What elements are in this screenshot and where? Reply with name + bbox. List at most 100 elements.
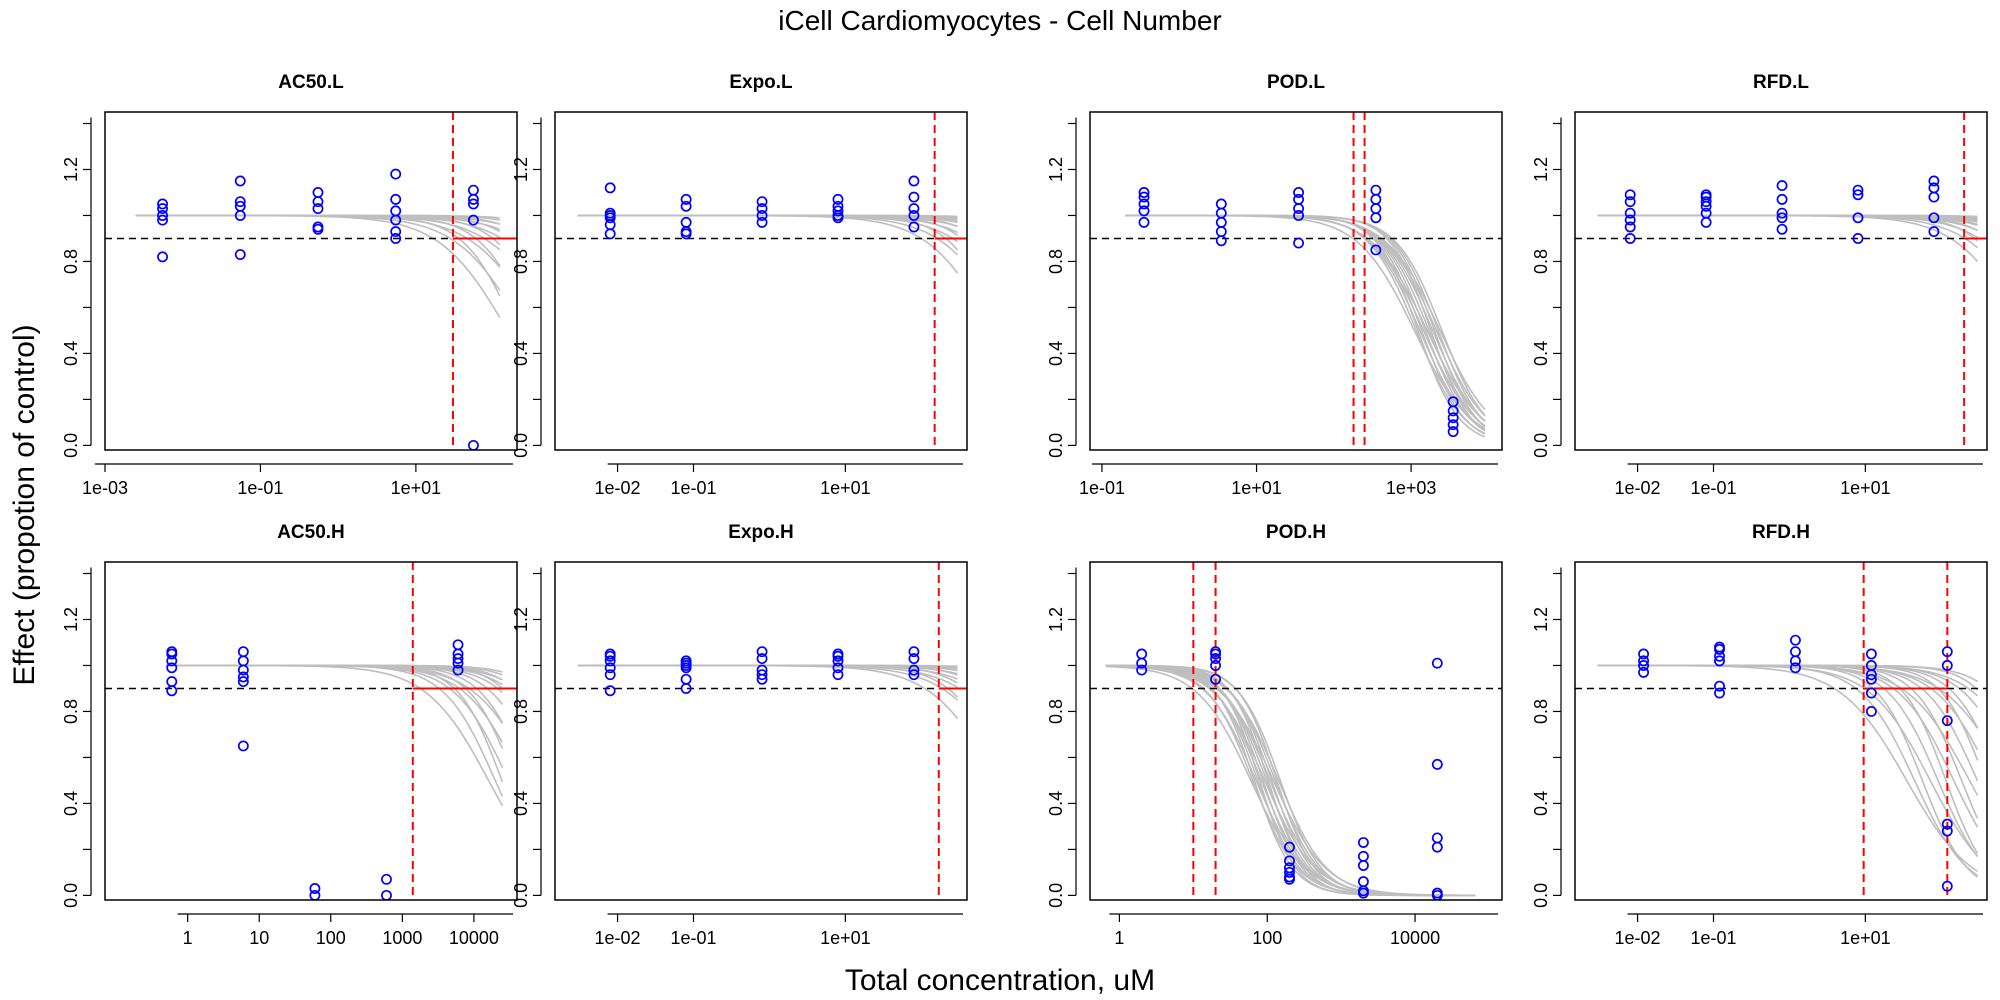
data-point xyxy=(1776,193,1788,205)
dose-response-curve xyxy=(1597,214,1978,218)
data-point xyxy=(1638,666,1650,678)
x-tick-label: 1e+01 xyxy=(820,478,871,498)
x-tick-label: 10000 xyxy=(449,928,499,948)
y-tick-label: 1.2 xyxy=(1046,607,1066,632)
data-point xyxy=(1714,641,1725,653)
dose-response-curve xyxy=(1125,214,1486,417)
data-point xyxy=(234,196,246,208)
data-point xyxy=(234,249,246,261)
dose-response-curve xyxy=(1597,664,1978,877)
data-point xyxy=(1370,193,1382,205)
y-tick-label: 1.2 xyxy=(1531,607,1551,632)
x-tick-label: 1e+01 xyxy=(1840,928,1891,948)
x-tick-label: 1e-02 xyxy=(1615,928,1661,948)
data-point xyxy=(467,439,479,450)
panel-pod-h: POD.H 0.0 0.4 0.8 1.2 1 100 10000 xyxy=(1046,522,1503,948)
data-point xyxy=(1284,866,1295,878)
x-tick-label: 1 xyxy=(1114,928,1124,948)
dose-response-curve xyxy=(1597,664,1979,854)
data-point xyxy=(908,653,920,665)
data-point xyxy=(1941,660,1953,671)
data-point xyxy=(1714,655,1725,667)
x-tick-label: 1e-01 xyxy=(1079,478,1125,498)
data-point xyxy=(166,662,178,674)
data-point xyxy=(237,671,249,683)
data-point xyxy=(1447,419,1459,431)
y-tick-label: 0.4 xyxy=(61,341,81,366)
data-point xyxy=(832,662,844,674)
x-tick-label: 1e+03 xyxy=(1386,478,1437,498)
data-point xyxy=(237,676,249,688)
x-tick-label: 1e-02 xyxy=(595,478,641,498)
x-tick-label: 1000 xyxy=(382,928,422,948)
data-point xyxy=(234,200,246,212)
data-point xyxy=(467,184,479,196)
data-point xyxy=(1136,664,1148,676)
data-point xyxy=(390,233,402,244)
data-point xyxy=(680,655,692,667)
plot-area xyxy=(105,112,517,450)
plot-area xyxy=(1090,112,1502,450)
dose-response-curve xyxy=(577,214,959,256)
data-point xyxy=(237,740,249,752)
data-point xyxy=(1865,673,1877,685)
data-point xyxy=(1865,648,1877,660)
y-tick-label: 0.0 xyxy=(511,433,531,458)
data-point xyxy=(604,182,616,194)
data-point xyxy=(908,175,920,187)
data-point xyxy=(1215,235,1227,247)
x-tick-label: 100 xyxy=(1252,928,1282,948)
data-point xyxy=(1284,855,1295,867)
data-point xyxy=(756,203,768,215)
y-tick-label: 1.2 xyxy=(1531,157,1551,182)
data-point xyxy=(1941,825,1953,837)
dose-response-curve xyxy=(577,214,958,218)
y-tick-label: 0.8 xyxy=(511,249,531,274)
y-tick-label: 0.4 xyxy=(511,341,531,366)
data-point xyxy=(1370,244,1382,256)
data-point xyxy=(832,669,844,681)
data-point xyxy=(1941,715,1953,727)
dose-response-curve xyxy=(1597,664,1979,691)
data-point xyxy=(1852,189,1864,201)
y-tick-label: 0.0 xyxy=(511,883,531,908)
dose-response-curve xyxy=(1597,664,1978,873)
data-point xyxy=(1941,646,1953,658)
data-point xyxy=(1293,203,1305,215)
data-point xyxy=(604,685,616,697)
x-tick-label: 10 xyxy=(249,928,269,948)
x-tick-label: 1e-02 xyxy=(1615,478,1661,498)
x-tick-label: 1e+01 xyxy=(391,478,442,498)
data-point xyxy=(312,203,324,215)
y-tick-label: 1.2 xyxy=(511,607,531,632)
data-point xyxy=(1928,191,1940,203)
dose-response-curve xyxy=(1597,664,1978,683)
data-point xyxy=(1700,196,1712,208)
dose-response-curve xyxy=(577,664,959,701)
data-point xyxy=(756,669,768,681)
data-point xyxy=(1357,860,1369,871)
y-tick-label: 1.2 xyxy=(1046,157,1066,182)
data-point xyxy=(1852,233,1864,244)
data-point xyxy=(1624,196,1636,208)
x-tick-label: 1e+01 xyxy=(1840,478,1891,498)
data-point xyxy=(908,664,920,676)
y-tick-label: 0.4 xyxy=(1531,791,1551,816)
plot-frame xyxy=(1574,111,1988,451)
panel-title: Expo.H xyxy=(728,522,793,543)
data-point xyxy=(1928,175,1940,187)
y-tick-label: 0.0 xyxy=(1046,433,1066,458)
data-point xyxy=(166,646,178,658)
y-tick-label: 0.4 xyxy=(511,791,531,816)
data-point xyxy=(908,203,920,215)
data-point xyxy=(309,883,321,894)
data-point xyxy=(1293,193,1305,205)
data-point xyxy=(452,664,464,676)
data-point xyxy=(1638,655,1650,667)
dose-response-curve xyxy=(166,664,504,797)
panel-title: AC50.L xyxy=(278,72,344,93)
data-point xyxy=(1789,634,1801,646)
data-point xyxy=(237,664,249,676)
data-point xyxy=(390,193,402,205)
y-tick-label: 0.4 xyxy=(1046,791,1066,816)
